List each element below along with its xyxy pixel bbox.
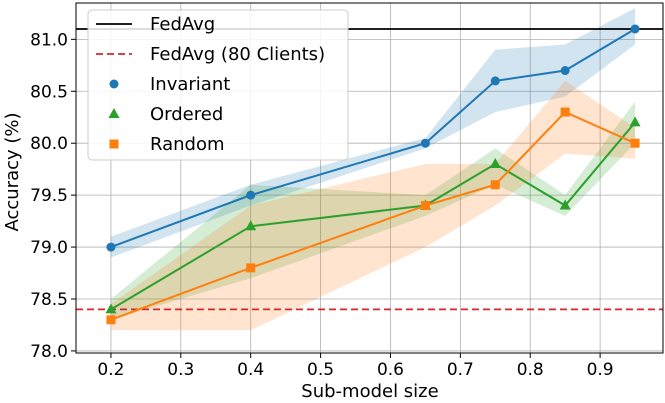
point-random (490, 180, 500, 190)
y-axis-label: Accuracy (%) (2, 112, 23, 231)
y-tick-label: 79.5 (30, 186, 68, 206)
legend-label: FedAvg (80 Clients) (150, 44, 325, 65)
x-axis-ticks: 0.2 0.3 0.4 0.5 0.6 0.7 0.8 0.9 (97, 353, 614, 380)
x-tick-label: 0.7 (447, 360, 474, 380)
point-random (420, 201, 430, 211)
point-invariant (490, 76, 500, 86)
confidence-bands (110, 8, 636, 331)
point-random (560, 107, 570, 117)
legend-box (87, 9, 349, 161)
line-invariant (110, 28, 636, 249)
point-random (106, 315, 116, 325)
x-tick-label: 0.3 (167, 360, 194, 380)
x-tick-label: 0.8 (517, 360, 544, 380)
band-ordered (110, 101, 636, 320)
series-lines (110, 28, 636, 321)
legend-label: Ordered (150, 104, 223, 125)
point-random (246, 263, 256, 273)
point-random (630, 138, 640, 148)
point-invariant (106, 242, 116, 252)
legend-marker-swatch (108, 108, 120, 118)
point-ordered (629, 116, 641, 127)
y-tick-label: 78.5 (30, 290, 68, 310)
legend: FedAvg FedAvg (80 Clients) Invariant Ordere… (87, 9, 349, 161)
x-axis-label: Sub-model size (301, 381, 438, 402)
point-ordered (559, 199, 571, 210)
point-invariant (560, 66, 570, 76)
point-ordered (245, 220, 257, 231)
line-ordered (110, 121, 636, 311)
y-axis-ticks: 78.0 78.5 79.0 79.5 80.0 80.5 81.0 (30, 30, 76, 362)
series-markers (105, 24, 641, 325)
legend-label: Random (150, 134, 225, 155)
legend-marker-swatch (109, 139, 119, 149)
y-tick-label: 80.0 (30, 134, 68, 154)
band-random (110, 80, 636, 331)
legend-marker-swatch (109, 79, 119, 89)
y-tick-label: 80.5 (30, 82, 68, 102)
x-tick-label: 0.2 (97, 360, 124, 380)
y-tick-label: 78.0 (30, 342, 68, 362)
x-tick-label: 0.9 (587, 360, 614, 380)
x-tick-label: 0.5 (307, 360, 334, 380)
point-ordered (105, 303, 117, 314)
point-invariant (630, 24, 640, 34)
point-ordered (489, 157, 501, 168)
x-tick-label: 0.6 (377, 360, 404, 380)
legend-label: Invariant (150, 74, 230, 95)
band-invariant (110, 8, 636, 258)
legend-label: FedAvg (150, 14, 215, 35)
y-tick-label: 81.0 (30, 30, 68, 50)
x-tick-label: 0.4 (237, 360, 264, 380)
point-invariant (246, 190, 256, 200)
plot-frame (75, 2, 664, 354)
point-invariant (420, 138, 430, 148)
line-random (110, 110, 636, 321)
y-tick-label: 79.0 (30, 238, 68, 258)
